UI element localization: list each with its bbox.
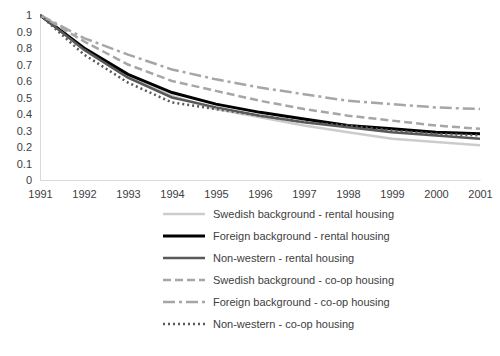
y-tick: 0.6 — [17, 75, 40, 87]
y-tick: 0.5 — [17, 92, 40, 104]
legend-label: Foreign background - co-op housing — [213, 296, 390, 308]
x-tick: 1991 — [28, 180, 52, 200]
y-tick: 0.4 — [17, 108, 40, 120]
x-tick-label: 1995 — [204, 188, 228, 200]
x-tick-label: 1992 — [72, 188, 96, 200]
x-axis-line — [41, 180, 481, 181]
y-tick: 0 — [26, 174, 40, 186]
y-tick-label: 0.3 — [17, 125, 32, 137]
x-tick: 2000 — [424, 180, 448, 200]
y-tick-label: 0 — [26, 174, 32, 186]
x-tick: 1992 — [72, 180, 96, 200]
y-tick-label: 0.6 — [17, 75, 32, 87]
legend-label: Non-western - co-op housing — [213, 318, 354, 330]
legend-label: Swedish background - co-op housing — [213, 274, 394, 286]
y-tick-label: 0.2 — [17, 141, 32, 153]
x-tick-label: 1994 — [160, 188, 184, 200]
x-tick-label: 2000 — [424, 188, 448, 200]
series-group — [40, 15, 480, 145]
x-tick-label: 1997 — [292, 188, 316, 200]
legend-swatch — [163, 323, 205, 326]
legend: Swedish background - rental housing Forei… — [163, 208, 394, 330]
x-tick: 1996 — [248, 180, 272, 200]
y-tick-label: 1 — [26, 9, 32, 21]
legend-label: Swedish background - rental housing — [213, 208, 394, 220]
series-line — [40, 15, 480, 129]
x-tick-label: 1993 — [116, 188, 140, 200]
legend-swatch — [163, 235, 205, 238]
legend-swatch — [163, 279, 205, 282]
x-tick: 1997 — [292, 180, 316, 200]
y-tick-label: 0.9 — [17, 26, 32, 38]
y-axis: 0 0.1 0.2 0.3 0.4 0.5 0.6 0.7 0.8 0.9 1 — [17, 9, 41, 186]
x-tick-label: 1991 — [28, 188, 52, 200]
y-tick: 0.2 — [17, 141, 40, 153]
y-tick-label: 0.8 — [17, 42, 32, 54]
x-tick: 1999 — [380, 180, 404, 200]
y-tick: 0.3 — [17, 125, 40, 137]
x-tick: 2001 — [468, 180, 492, 200]
x-axis: 1991 1992 1993 1994 1995 1996 1997 1998 1999 2000… — [28, 180, 492, 200]
y-tick-label: 0.5 — [17, 92, 32, 104]
y-tick: 0.9 — [17, 26, 40, 38]
y-tick-label: 0.4 — [17, 108, 32, 120]
x-tick: 1993 — [116, 180, 140, 200]
y-tick: 0.7 — [17, 59, 40, 71]
y-tick-label: 0.7 — [17, 59, 32, 71]
series-line — [40, 15, 480, 145]
x-tick: 1995 — [204, 180, 228, 200]
x-tick-label: 2001 — [468, 188, 492, 200]
series-line — [40, 15, 480, 139]
x-tick-label: 1998 — [336, 188, 360, 200]
legend-label: Non-western - rental housing — [213, 252, 354, 264]
y-tick-label: 0.1 — [17, 158, 32, 170]
y-tick: 1 — [26, 9, 40, 21]
legend-swatch — [163, 301, 205, 304]
y-tick: 0.1 — [17, 158, 40, 170]
x-tick: 1994 — [160, 180, 184, 200]
x-tick-label: 1996 — [248, 188, 272, 200]
legend-label: Foreign background - rental housing — [213, 230, 390, 242]
legend-swatch — [163, 257, 205, 260]
series-line — [40, 15, 480, 135]
chart: 00.10.20.30.40.50.60.70.80.9119911992199… — [0, 0, 500, 356]
x-tick-label: 1999 — [380, 188, 404, 200]
series-line — [40, 15, 480, 109]
y-tick: 0.8 — [17, 42, 40, 54]
legend-swatch — [163, 213, 205, 216]
x-tick: 1998 — [336, 180, 360, 200]
plot-area: 00.10.20.30.40.50.60.70.80.9119911992199… — [17, 9, 493, 200]
y-axis-line — [40, 16, 41, 181]
